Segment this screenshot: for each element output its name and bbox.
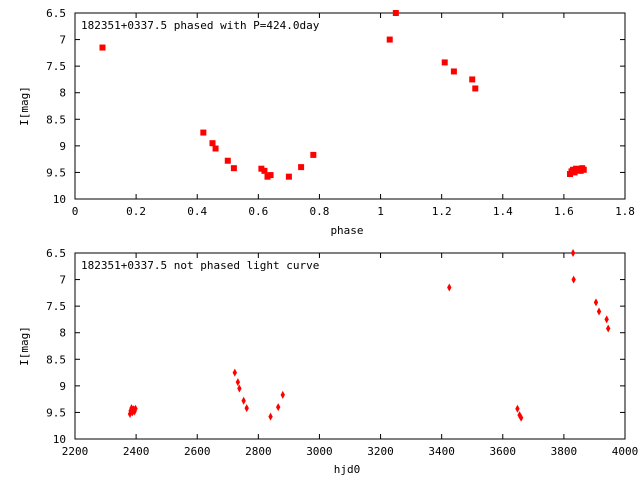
unphased-y-tick-labels: 6.5 7 7.5 8 8.5 9 9.5 10 (46, 247, 66, 446)
phased-data-point (298, 164, 305, 171)
phased-y-tick-label: 6.5 (46, 7, 66, 20)
unphased-y-tick-label: 8.5 (46, 353, 66, 366)
unphased-plot-title: 182351+0337.5 not phased light curve (81, 259, 319, 272)
unphased-y-tick-label: 8 (59, 327, 66, 340)
unphased-y-tick-label: 7.5 (46, 300, 66, 313)
phased-plot-title: 182351+0337.5 phased with P=424.0day (81, 19, 320, 32)
unphased-data-point (128, 406, 133, 415)
unphased-data-point (127, 410, 133, 419)
unphased-data-point (133, 404, 138, 413)
unphased-data-point (268, 412, 273, 421)
phased-data-point (261, 167, 268, 174)
unphased-data-point (241, 396, 246, 405)
unphased-x-tick-label: 2400 (123, 445, 150, 458)
phased-x-tick-label: 1.6 (554, 205, 574, 218)
phased-y-axis-label: I[mag] (18, 86, 31, 126)
unphased-data-point (571, 275, 576, 284)
phased-y-tick-label: 9 (59, 140, 66, 153)
phased-data-point (386, 36, 393, 43)
unphased-data-point (605, 324, 611, 333)
phased-data-point (230, 165, 237, 172)
phased-data-point (224, 157, 231, 164)
phased-x-tick-label: 1.2 (432, 205, 452, 218)
unphased-x-tick-label: 2200 (62, 445, 89, 458)
unphased-y-tick-label: 7 (59, 274, 66, 287)
unphased-x-tick-label: 3600 (490, 445, 517, 458)
phased-x-tick-label: 0.4 (187, 205, 207, 218)
unphased-data-point (515, 404, 520, 413)
phased-x-tick-label: 1.8 (615, 205, 635, 218)
unphased-x-tick-label: 3200 (367, 445, 394, 458)
phased-y-tick-label: 7.5 (46, 60, 66, 73)
unphased-data-point (232, 368, 238, 377)
unphased-y-axis-label: I[mag] (18, 326, 31, 366)
phased-data-point (285, 173, 292, 180)
phased-data-point (209, 140, 216, 147)
phased-y-tick-label: 7 (59, 34, 66, 47)
phased-x-axis-label: phase (330, 224, 363, 237)
unphased-data-point (570, 249, 576, 257)
phased-x-tick-labels: 0 0.2 0.4 0.6 0.8 1 1.2 1.4 1.6 1.8 (72, 205, 635, 218)
unphased-data-point (604, 315, 609, 324)
phased-x-tick-label: 0.6 (248, 205, 268, 218)
phased-data-point (571, 169, 578, 176)
unphased-data-point (237, 384, 242, 393)
phased-data-point (441, 59, 448, 66)
unphased-data-point (244, 404, 249, 413)
phased-data-points (99, 10, 587, 180)
phased-axis-ticks (74, 12, 626, 200)
unphased-y-tick-label: 9.5 (46, 406, 66, 419)
unphased-data-point (593, 298, 599, 307)
unphased-x-axis-label: hjd0 (334, 463, 361, 476)
unphased-data-point (235, 378, 241, 387)
phased-y-tick-label: 8 (59, 87, 66, 100)
unphased-x-tick-labels: 2200 2400 2600 2800 3000 3200 3400 3600 3800 4000 (62, 445, 639, 458)
unphased-x-tick-label: 2800 (245, 445, 272, 458)
phased-data-point (469, 76, 476, 83)
phased-y-tick-label: 9.5 (46, 166, 66, 179)
unphased-x-tick-label: 2600 (184, 445, 211, 458)
unphased-data-point (275, 403, 281, 412)
unphased-data-point (447, 283, 452, 292)
phased-data-point (392, 10, 399, 16)
unphased-x-tick-label: 3000 (306, 445, 333, 458)
unphased-plot-frame (74, 252, 626, 440)
phased-data-point (310, 151, 317, 158)
unphased-y-tick-label: 10 (53, 433, 66, 446)
unphased-x-tick-label: 3400 (428, 445, 455, 458)
phased-panel: 0 0.2 0.4 0.6 0.8 1 1.2 1.4 1.6 1.8 6.5 7 7.5 8 8.5 9 9… (18, 7, 635, 237)
unphased-data-point (596, 307, 602, 316)
unphased-data-point (517, 411, 522, 420)
phased-plot-frame (74, 12, 626, 200)
unphased-panel: 2200 2400 2600 2800 3000 3200 3400 3600 3800 4000… (18, 247, 638, 476)
unphased-y-tick-label: 6.5 (46, 247, 66, 260)
phased-data-point (264, 173, 271, 180)
unphased-data-point (518, 413, 524, 422)
phased-data-point (200, 129, 207, 136)
phased-x-tick-label: 0.2 (126, 205, 146, 218)
phased-x-tick-label: 0.8 (310, 205, 330, 218)
unphased-x-tick-label: 4000 (612, 445, 639, 458)
phased-data-point (258, 165, 265, 172)
phased-data-point (450, 68, 457, 75)
phased-data-point (472, 85, 479, 92)
unphased-data-point (280, 390, 285, 399)
unphased-y-tick-label: 9 (59, 380, 66, 393)
phased-data-point (212, 145, 219, 152)
unphased-x-tick-label: 3800 (551, 445, 578, 458)
phased-data-point (267, 172, 274, 179)
phased-data-point (99, 44, 106, 51)
phased-x-tick-label: 1.4 (493, 205, 513, 218)
phased-y-tick-label: 10 (53, 193, 66, 206)
unphased-data-points (127, 249, 611, 422)
phased-data-point (580, 166, 587, 173)
phased-y-tick-label: 8.5 (46, 113, 66, 126)
unphased-axis-ticks (74, 252, 626, 440)
phased-x-tick-label: 0 (72, 205, 79, 218)
phased-x-tick-label: 1 (377, 205, 384, 218)
phased-y-tick-labels: 6.5 7 7.5 8 8.5 9 9.5 10 (46, 7, 66, 206)
